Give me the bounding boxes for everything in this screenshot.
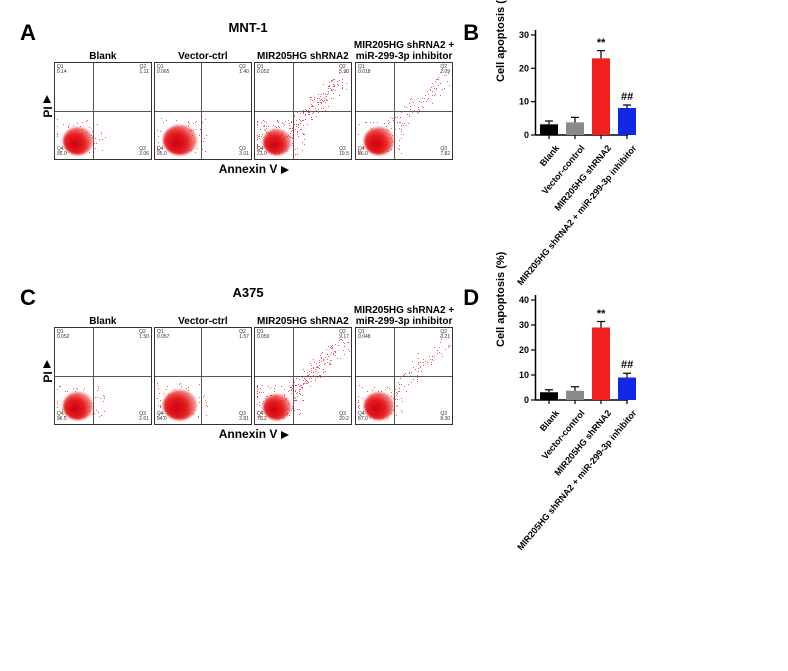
quadrant-label: Q3 3.06	[139, 147, 149, 158]
bar	[540, 124, 558, 135]
facs-plot: MIR205HG shRNA2 + miR-299-3p inhibitorQ1…	[354, 38, 454, 160]
y-tick-label: 20	[519, 63, 529, 73]
panel-label-c: C	[20, 285, 36, 311]
bar-ylabel-b: Cell apoptosis (%)	[495, 68, 507, 82]
facs-plot: Vector-ctrlQ1 0.057Q2 1.57Q3 2.81Q4 94.0	[154, 303, 252, 425]
quadrant-label: Q3 7.82	[440, 147, 450, 158]
bar	[618, 378, 636, 401]
y-tick-label: 30	[519, 30, 529, 40]
bar-chart-svg: 0 10 20 30	[508, 25, 628, 150]
cell-line-c: A375	[233, 285, 264, 300]
x-axis-label-a: Annexin V	[53, 162, 455, 176]
facs-plot-title: MIR205HG shRNA2	[257, 303, 349, 327]
facs-scatter: Q1 0.065Q2 1.40Q3 3.01Q4 95.0	[154, 62, 252, 160]
quadrant-label: Q1 0.065	[157, 65, 170, 76]
quadrant-label: Q3 8.30	[440, 412, 450, 423]
facs-plot-title: Blank	[89, 303, 116, 327]
facs-scatter: Q1 0.057Q2 1.57Q3 2.81Q4 94.0	[154, 327, 252, 425]
bar-panel-b: Cell apoptosis (%) BlankVector-control**…	[494, 20, 628, 245]
facs-plot: BlankQ1 0.052Q2 1.50Q3 2.61Q4 96.5	[54, 303, 152, 425]
x-axis-label-c: Annexin V	[53, 427, 455, 441]
quadrant-label: Q3 3.01	[239, 147, 249, 158]
y-tick-label: 20	[519, 345, 529, 355]
quadrant-label: Q1 0.048	[358, 330, 371, 341]
facs-panel-c: A375 PI BlankQ1 0.052Q2 1.50Q3 2.61Q4 96…	[41, 285, 455, 441]
quadrant-label: Q1 0.057	[157, 330, 170, 341]
figure: A MNT-1 PI BlankQ1 0.14Q2 1.11Q3 3.06Q4 …	[20, 20, 768, 510]
bar	[592, 328, 610, 401]
cell-line-a: MNT-1	[229, 20, 268, 35]
significance-marker: ##	[621, 359, 633, 371]
panel-label-b: B	[463, 20, 479, 46]
facs-plot: BlankQ1 0.14Q2 1.11Q3 3.06Q4 95.0	[54, 38, 152, 160]
bar	[540, 392, 558, 400]
quadrant-label: Q3 2.61	[139, 412, 149, 423]
facs-plot-title: MIR205HG shRNA2	[257, 38, 349, 62]
facs-plot-title: Blank	[89, 38, 116, 62]
facs-plot-title: Vector-ctrl	[178, 38, 227, 62]
facs-scatter: Q1 0.048Q2 3.21Q3 8.30Q4 87.0	[355, 327, 453, 425]
bar-chart-svg: 0 10 20 30 40	[508, 290, 628, 415]
facs-plot-title: Vector-ctrl	[178, 303, 227, 327]
y-tick-label: 40	[519, 295, 529, 305]
significance-marker: ##	[621, 91, 633, 103]
y-tick-label: 10	[519, 370, 529, 380]
bar-ylabel-d: Cell apoptosis (%)	[495, 333, 507, 347]
y-axis-label-c: PI	[41, 370, 55, 384]
panel-label-d: D	[463, 285, 479, 311]
facs-scatter: Q1 0.052Q2 1.50Q3 2.61Q4 96.5	[54, 327, 152, 425]
quadrant-label: Q1 0.14	[57, 65, 67, 76]
bar	[566, 122, 584, 135]
quadrant-label: Q2 1.57	[239, 330, 249, 341]
bar	[566, 391, 584, 400]
bar	[592, 58, 610, 135]
significance-marker: **	[597, 308, 606, 320]
quadrant-label: Q1 0.052	[57, 330, 70, 341]
quadrant-label: Q3 19.5	[339, 147, 349, 158]
significance-marker: **	[597, 37, 606, 49]
quadrant-label: Q2 1.40	[239, 65, 249, 76]
facs-scatter: Q1 0.018Q2 2.09Q3 7.82Q4 86.0	[355, 62, 453, 160]
facs-scatter: Q1 0.052Q2 5.90Q3 19.5Q4 72.0	[254, 62, 352, 160]
quadrant-label: Q1 0.052	[257, 65, 270, 76]
facs-plot-title: MIR205HG shRNA2 + miR-299-3p inhibitor	[354, 303, 454, 327]
y-tick-label: 0	[524, 130, 529, 140]
row-cd: C A375 PI BlankQ1 0.052Q2 1.50Q3 2.61Q4 …	[20, 285, 768, 510]
quadrant-label: Q3 20.2	[339, 412, 349, 423]
y-tick-label: 10	[519, 97, 529, 107]
facs-scatter: Q1 0.050Q2 9.17Q3 20.2Q4 70.2	[254, 327, 352, 425]
bar-panel-d: Cell apoptosis (%) BlankVector-control**…	[494, 285, 628, 510]
row-ab: A MNT-1 PI BlankQ1 0.14Q2 1.11Q3 3.06Q4 …	[20, 20, 768, 245]
quadrant-label: Q1 0.050	[257, 330, 270, 341]
y-axis-label-a: PI	[41, 105, 55, 119]
facs-plot: MIR205HG shRNA2Q1 0.052Q2 5.90Q3 19.5Q4 …	[254, 38, 352, 160]
quadrant-label: Q2 3.21	[440, 330, 450, 341]
panel-label-a: A	[20, 20, 36, 46]
y-tick-label: 30	[519, 320, 529, 330]
facs-panel-a: MNT-1 PI BlankQ1 0.14Q2 1.11Q3 3.06Q4 95…	[41, 20, 455, 176]
quadrant-label: Q2 5.90	[339, 65, 349, 76]
y-tick-label: 0	[524, 395, 529, 405]
quadrant-label: Q2 1.11	[140, 65, 149, 76]
quadrant-label: Q3 2.81	[239, 412, 249, 423]
quadrant-label: Q1 0.018	[358, 65, 371, 76]
bar-x-label: MIR205HG shRNA2 + miR-299-3p inhibitor	[516, 408, 639, 552]
facs-plot-title: MIR205HG shRNA2 + miR-299-3p inhibitor	[354, 38, 454, 62]
facs-plot: MIR205HG shRNA2Q1 0.050Q2 9.17Q3 20.2Q4 …	[254, 303, 352, 425]
facs-plot: MIR205HG shRNA2 + miR-299-3p inhibitor Q1…	[354, 303, 454, 425]
facs-plot: Vector-ctrlQ1 0.065Q2 1.40Q3 3.01Q4 95.0	[154, 38, 252, 160]
bar	[618, 108, 636, 135]
facs-scatter: Q1 0.14Q2 1.11Q3 3.06Q4 95.0	[54, 62, 152, 160]
quadrant-label: Q2 1.50	[139, 330, 149, 341]
bar-x-label: MIR205HG shRNA2 + miR-299-3p inhibitor	[516, 143, 639, 287]
